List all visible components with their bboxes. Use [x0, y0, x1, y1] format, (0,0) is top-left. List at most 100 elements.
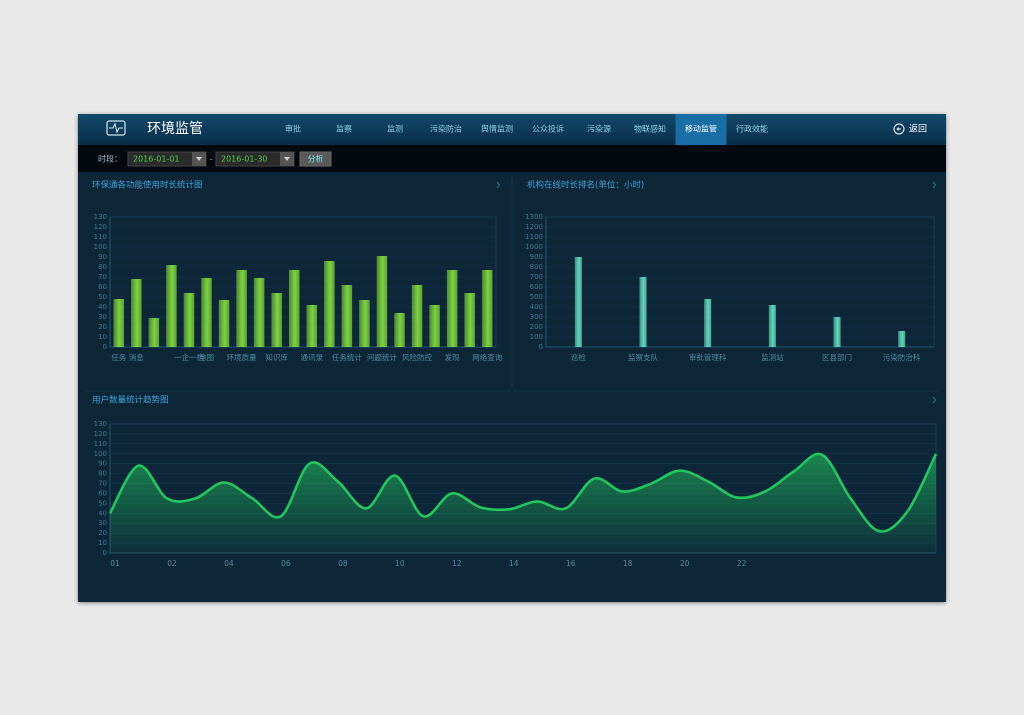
- nav-item[interactable]: 舆情监测: [481, 124, 513, 134]
- nav-item[interactable]: 公众投诉: [532, 124, 564, 134]
- x-tick-label: 审批管理科: [689, 352, 727, 362]
- y-tick-label: 300: [530, 313, 543, 321]
- x-tick-label: 一企一档: [174, 352, 204, 362]
- x-tick-label: 06: [281, 559, 291, 568]
- x-tick-label: 22: [737, 559, 747, 568]
- y-tick-label: 70: [98, 273, 107, 281]
- y-tick-label: 120: [94, 223, 107, 231]
- bar: [464, 293, 475, 347]
- bar: [271, 293, 282, 347]
- y-tick-label: 100: [94, 243, 107, 251]
- start-date[interactable]: 2016-01-01: [133, 155, 180, 164]
- bar: [306, 305, 318, 347]
- y-tick-label: 1100: [525, 233, 543, 241]
- y-tick-label: 200: [530, 323, 543, 331]
- x-tick-label: 风险防控: [402, 352, 432, 362]
- x-tick-label: 监察支队: [628, 352, 658, 362]
- bar: [833, 317, 841, 347]
- y-tick-label: 0: [539, 343, 543, 351]
- x-tick-label: 任务: [111, 352, 126, 362]
- x-tick-label: 消息: [129, 352, 144, 362]
- y-tick-label: 50: [98, 499, 107, 507]
- bar: [411, 285, 423, 347]
- y-tick-label: 110: [94, 440, 107, 448]
- y-tick-label: 130: [94, 213, 107, 221]
- back-label[interactable]: 返回: [909, 123, 927, 135]
- x-tick-label: 网络查询: [472, 352, 502, 362]
- x-tick-label: 16: [566, 559, 576, 568]
- y-tick-label: 1200: [525, 223, 543, 231]
- y-tick-label: 0: [103, 343, 107, 351]
- bar: [183, 293, 195, 347]
- nav-item[interactable]: 审批: [285, 124, 301, 134]
- x-tick-label: 巡检: [571, 352, 586, 362]
- panel-chevron[interactable]: [496, 181, 501, 189]
- charts: 环保通各功能使用时长统计图010203040506070809010011012…: [92, 180, 938, 568]
- y-tick-label: 1000: [525, 243, 543, 251]
- chart-title: 机构在线时长排名(单位：小时): [527, 180, 644, 191]
- bar: [394, 313, 405, 347]
- chart-title: 用户数量统计趋势图: [92, 395, 169, 406]
- y-tick-label: 30: [98, 313, 107, 321]
- bar: [236, 270, 247, 347]
- y-tick-label: 20: [98, 529, 107, 537]
- end-date-input[interactable]: 2016-01-30: [215, 151, 295, 167]
- bar: [148, 318, 160, 347]
- bar: [201, 278, 212, 347]
- nav-item[interactable]: 行政效能: [736, 124, 768, 134]
- x-tick-label: 01: [110, 559, 120, 568]
- end-date[interactable]: 2016-01-30: [221, 155, 268, 164]
- analyze-label[interactable]: 分析: [308, 154, 324, 164]
- analyze-button[interactable]: 分析: [299, 151, 332, 167]
- panel-chevron[interactable]: [932, 181, 937, 189]
- nav-item[interactable]: 移动监管: [685, 124, 717, 134]
- y-tick-label: 800: [530, 263, 543, 271]
- bar: [639, 277, 647, 347]
- x-tick-label: 环境质量: [227, 352, 257, 362]
- bar: [768, 305, 776, 347]
- y-tick-label: 120: [94, 430, 107, 438]
- x-tick-label: 区县部门: [822, 352, 852, 362]
- y-tick-label: 40: [98, 303, 107, 311]
- bar: [253, 278, 265, 347]
- logo-icon: [106, 120, 126, 136]
- y-tick-label: 700: [530, 273, 543, 281]
- y-tick-label: 40: [98, 509, 107, 517]
- nav-item[interactable]: 监察: [336, 124, 352, 134]
- panel-chevron[interactable]: [932, 396, 937, 404]
- x-tick-label: 02: [167, 559, 177, 568]
- y-tick-label: 80: [98, 263, 107, 271]
- y-tick-label: 100: [94, 450, 107, 458]
- bar: [376, 256, 388, 347]
- x-tick-label: 08: [338, 559, 348, 568]
- y-tick-label: 110: [94, 233, 107, 241]
- nav-item[interactable]: 监测: [387, 124, 403, 134]
- nav: 审批 监察 监测 污染防治 舆情监测 公众投诉 污染源 物联感知 移动监管 行政效能: [285, 124, 768, 134]
- x-tick-label: 18: [623, 559, 633, 568]
- period-label: 时段：: [98, 154, 122, 164]
- x-tick-label: 通讯录: [301, 352, 324, 362]
- bar: [324, 261, 335, 347]
- nav-item[interactable]: 污染源: [587, 124, 611, 134]
- y-tick-label: 50: [98, 293, 107, 301]
- back-button[interactable]: 返回: [893, 123, 927, 135]
- x-tick-label: 10: [395, 559, 405, 568]
- y-tick-label: 80: [98, 470, 107, 478]
- header-bar: [78, 114, 946, 145]
- nav-item[interactable]: 污染防治: [430, 124, 462, 134]
- y-tick-label: 100: [530, 333, 543, 341]
- bar: [288, 270, 300, 347]
- area-fill: [110, 453, 936, 553]
- bar: [166, 265, 177, 347]
- x-tick-label: 20: [680, 559, 690, 568]
- nav-item[interactable]: 物联感知: [634, 124, 666, 134]
- x-tick-label: 发现: [445, 352, 460, 362]
- y-tick-label: 70: [98, 480, 107, 488]
- x-tick-label: 知识库: [265, 352, 288, 362]
- start-date-input[interactable]: 2016-01-01: [127, 151, 207, 167]
- active-nav-bg: [675, 114, 727, 145]
- line: [108, 452, 938, 533]
- bar: [429, 305, 440, 347]
- y-tick-label: 60: [98, 283, 107, 291]
